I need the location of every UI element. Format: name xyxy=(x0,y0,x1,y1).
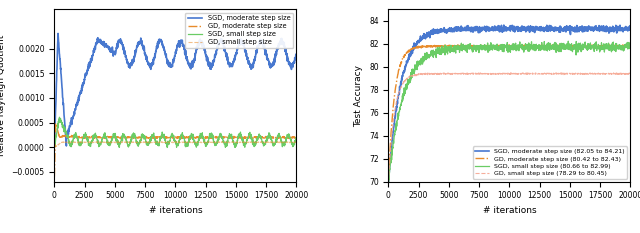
GD, small step size xyxy=(51,146,58,149)
SGD, moderate step size (82.05 to 84.21) xyxy=(454,27,461,30)
SGD, moderate step size (82.05 to 84.21) xyxy=(385,182,392,185)
SGD, small step size (80.66 to 82.99) xyxy=(412,67,420,70)
GD, moderate step size (80.42 to 82.43) xyxy=(627,44,634,47)
GD, moderate step size (80.42 to 82.43) xyxy=(553,44,561,47)
Line: SGD, small step size (80.66 to 82.99): SGD, small step size (80.66 to 82.99) xyxy=(388,41,630,183)
GD, moderate step size xyxy=(78,137,86,139)
SGD, small step size xyxy=(62,133,70,136)
GD, moderate step size (80.42 to 82.43) xyxy=(385,180,392,182)
GD, moderate step size xyxy=(51,175,58,178)
SGD, small step size xyxy=(292,138,300,141)
GD, small step size (78.29 to 80.45) xyxy=(541,71,549,74)
SGD, small step size (80.66 to 82.99) xyxy=(396,106,404,109)
SGD, small step size xyxy=(222,142,230,145)
GD, small step size xyxy=(220,141,227,144)
GD, small step size (78.29 to 80.45) xyxy=(556,72,563,75)
SGD, moderate step size xyxy=(54,32,62,35)
SGD, small step size (80.66 to 82.99) xyxy=(564,40,572,43)
GD, small step size (78.29 to 80.45) xyxy=(385,180,392,182)
X-axis label: # iterations: # iterations xyxy=(148,206,202,215)
Legend: SGD, moderate step size, GD, moderate step size, SGD, small step size, GD, small: SGD, moderate step size, GD, moderate st… xyxy=(185,13,293,48)
GD, moderate step size xyxy=(221,136,229,139)
Y-axis label: Test Accuracy: Test Accuracy xyxy=(355,65,364,127)
Y-axis label: Relative Rayleigh Quotient: Relative Rayleigh Quotient xyxy=(0,35,6,156)
SGD, moderate step size (82.05 to 84.21) xyxy=(627,27,634,30)
SGD, small step size (80.66 to 82.99) xyxy=(553,49,561,51)
Line: SGD, moderate step size (82.05 to 84.21): SGD, moderate step size (82.05 to 84.21) xyxy=(388,25,630,184)
SGD, moderate step size (82.05 to 84.21) xyxy=(412,44,419,47)
Line: GD, moderate step size (80.42 to 82.43): GD, moderate step size (80.42 to 82.43) xyxy=(388,45,630,181)
SGD, small step size (80.66 to 82.99) xyxy=(627,45,634,48)
Line: GD, small step size (78.29 to 80.45): GD, small step size (78.29 to 80.45) xyxy=(388,73,630,181)
GD, small step size xyxy=(120,141,128,144)
SGD, small step size xyxy=(56,116,63,119)
GD, small step size (78.29 to 80.45) xyxy=(412,74,419,76)
GD, moderate step size xyxy=(219,136,227,139)
SGD, small step size (80.66 to 82.99) xyxy=(385,182,392,184)
GD, small step size (78.29 to 80.45) xyxy=(553,72,561,75)
GD, moderate step size xyxy=(120,135,128,138)
GD, moderate step size xyxy=(62,135,70,138)
SGD, moderate step size xyxy=(220,41,227,44)
GD, small step size xyxy=(78,140,86,143)
GD, small step size xyxy=(158,140,166,143)
GD, small step size (78.29 to 80.45) xyxy=(540,73,547,75)
GD, moderate step size xyxy=(52,122,60,125)
GD, moderate step size xyxy=(292,137,300,139)
GD, moderate step size (80.42 to 82.43) xyxy=(454,44,461,47)
GD, small step size xyxy=(292,141,300,144)
SGD, small step size xyxy=(120,133,128,136)
SGD, small step size xyxy=(206,135,214,138)
Line: SGD, moderate step size: SGD, moderate step size xyxy=(54,34,296,146)
GD, moderate step size (80.42 to 82.43) xyxy=(543,43,550,46)
GD, small step size (78.29 to 80.45) xyxy=(396,89,404,92)
GD, small step size xyxy=(206,141,214,144)
GD, small step size xyxy=(62,141,70,144)
SGD, small step size (80.66 to 82.99) xyxy=(556,49,563,52)
Line: SGD, small step size: SGD, small step size xyxy=(54,117,296,147)
GD, moderate step size (80.42 to 82.43) xyxy=(412,47,419,50)
SGD, moderate step size (82.05 to 84.21) xyxy=(556,28,563,31)
GD, moderate step size (80.42 to 82.43) xyxy=(540,45,547,48)
GD, moderate step size (80.42 to 82.43) xyxy=(556,45,563,48)
GD, small step size xyxy=(222,140,230,143)
GD, small step size xyxy=(51,146,58,148)
Line: GD, small step size: GD, small step size xyxy=(54,142,296,147)
SGD, small step size xyxy=(51,145,58,148)
SGD, small step size xyxy=(220,140,227,143)
SGD, moderate step size xyxy=(51,143,58,146)
SGD, moderate step size (82.05 to 84.21) xyxy=(396,87,404,90)
SGD, moderate step size xyxy=(292,53,300,56)
SGD, moderate step size xyxy=(63,144,70,147)
SGD, moderate step size (82.05 to 84.21) xyxy=(553,27,561,30)
SGD, moderate step size xyxy=(206,62,214,65)
GD, moderate step size (80.42 to 82.43) xyxy=(396,65,404,68)
SGD, moderate step size xyxy=(62,139,70,141)
GD, moderate step size xyxy=(205,136,213,139)
Legend: SGD, moderate step size (82.05 to 84.21), GD, moderate step size (80.42 to 82.43: SGD, moderate step size (82.05 to 84.21)… xyxy=(473,147,627,179)
SGD, small step size xyxy=(78,142,86,144)
SGD, small step size (80.66 to 82.99) xyxy=(540,44,547,47)
SGD, small step size (80.66 to 82.99) xyxy=(454,47,462,50)
SGD, moderate step size xyxy=(120,52,128,55)
X-axis label: # iterations: # iterations xyxy=(483,206,536,215)
SGD, moderate step size (82.05 to 84.21) xyxy=(540,26,547,29)
SGD, small step size xyxy=(163,146,171,149)
Line: GD, moderate step size: GD, moderate step size xyxy=(54,123,296,177)
SGD, small step size (80.66 to 82.99) xyxy=(385,176,392,179)
SGD, moderate step size (82.05 to 84.21) xyxy=(500,24,508,27)
SGD, moderate step size xyxy=(222,52,230,55)
GD, small step size (78.29 to 80.45) xyxy=(627,72,634,75)
SGD, moderate step size xyxy=(78,86,86,89)
GD, small step size (78.29 to 80.45) xyxy=(454,72,461,75)
